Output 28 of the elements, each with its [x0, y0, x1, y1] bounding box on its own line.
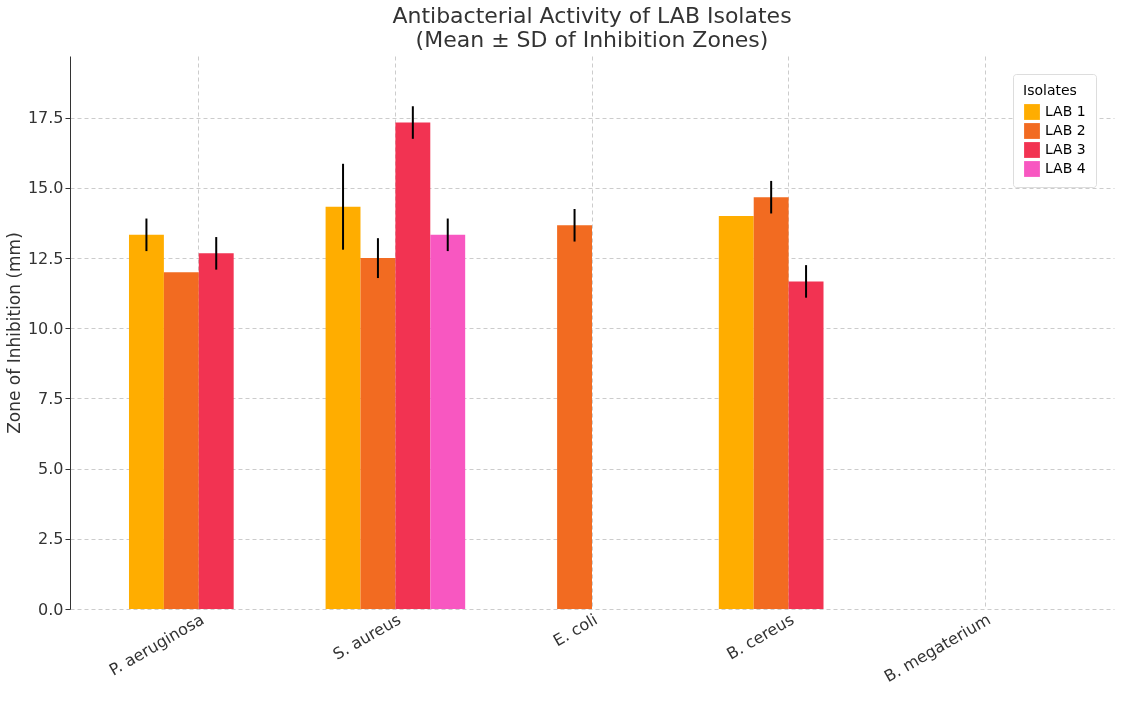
- bar: [430, 234, 466, 609]
- y-tick-label: 7.5: [38, 388, 64, 408]
- chart-title: Antibacterial Activity of LAB Isolates: [392, 3, 792, 28]
- bar: [163, 272, 199, 609]
- y-axis-title: Zone of Inhibition (mm): [3, 232, 24, 434]
- bar: [128, 234, 164, 609]
- y-tick-label: 5.0: [38, 459, 64, 479]
- legend-label: LAB 1: [1045, 103, 1086, 119]
- x-tick-label: E. coli: [549, 609, 601, 651]
- bar: [325, 206, 361, 609]
- bar: [395, 122, 431, 609]
- bar: [198, 253, 234, 609]
- bar: [557, 225, 592, 609]
- legend-label: LAB 4: [1045, 160, 1086, 176]
- y-tick-label: 12.5: [27, 248, 64, 268]
- bar: [360, 258, 396, 609]
- bar: [788, 281, 824, 609]
- y-tick-label: 10.0: [27, 318, 64, 338]
- y-tick-label: 0.0: [38, 599, 64, 619]
- legend-label: LAB 2: [1045, 122, 1086, 138]
- y-tick-label: 2.5: [38, 529, 64, 549]
- chart-subtitle: (Mean ± SD of Inhibition Zones): [415, 27, 769, 52]
- y-tick-label: 15.0: [27, 178, 64, 198]
- bar: [718, 216, 754, 609]
- y-tick-label: 17.5: [27, 108, 64, 128]
- legend-label: LAB 3: [1045, 141, 1086, 157]
- legend-title: Isolates: [1023, 82, 1077, 98]
- bar: [753, 197, 789, 609]
